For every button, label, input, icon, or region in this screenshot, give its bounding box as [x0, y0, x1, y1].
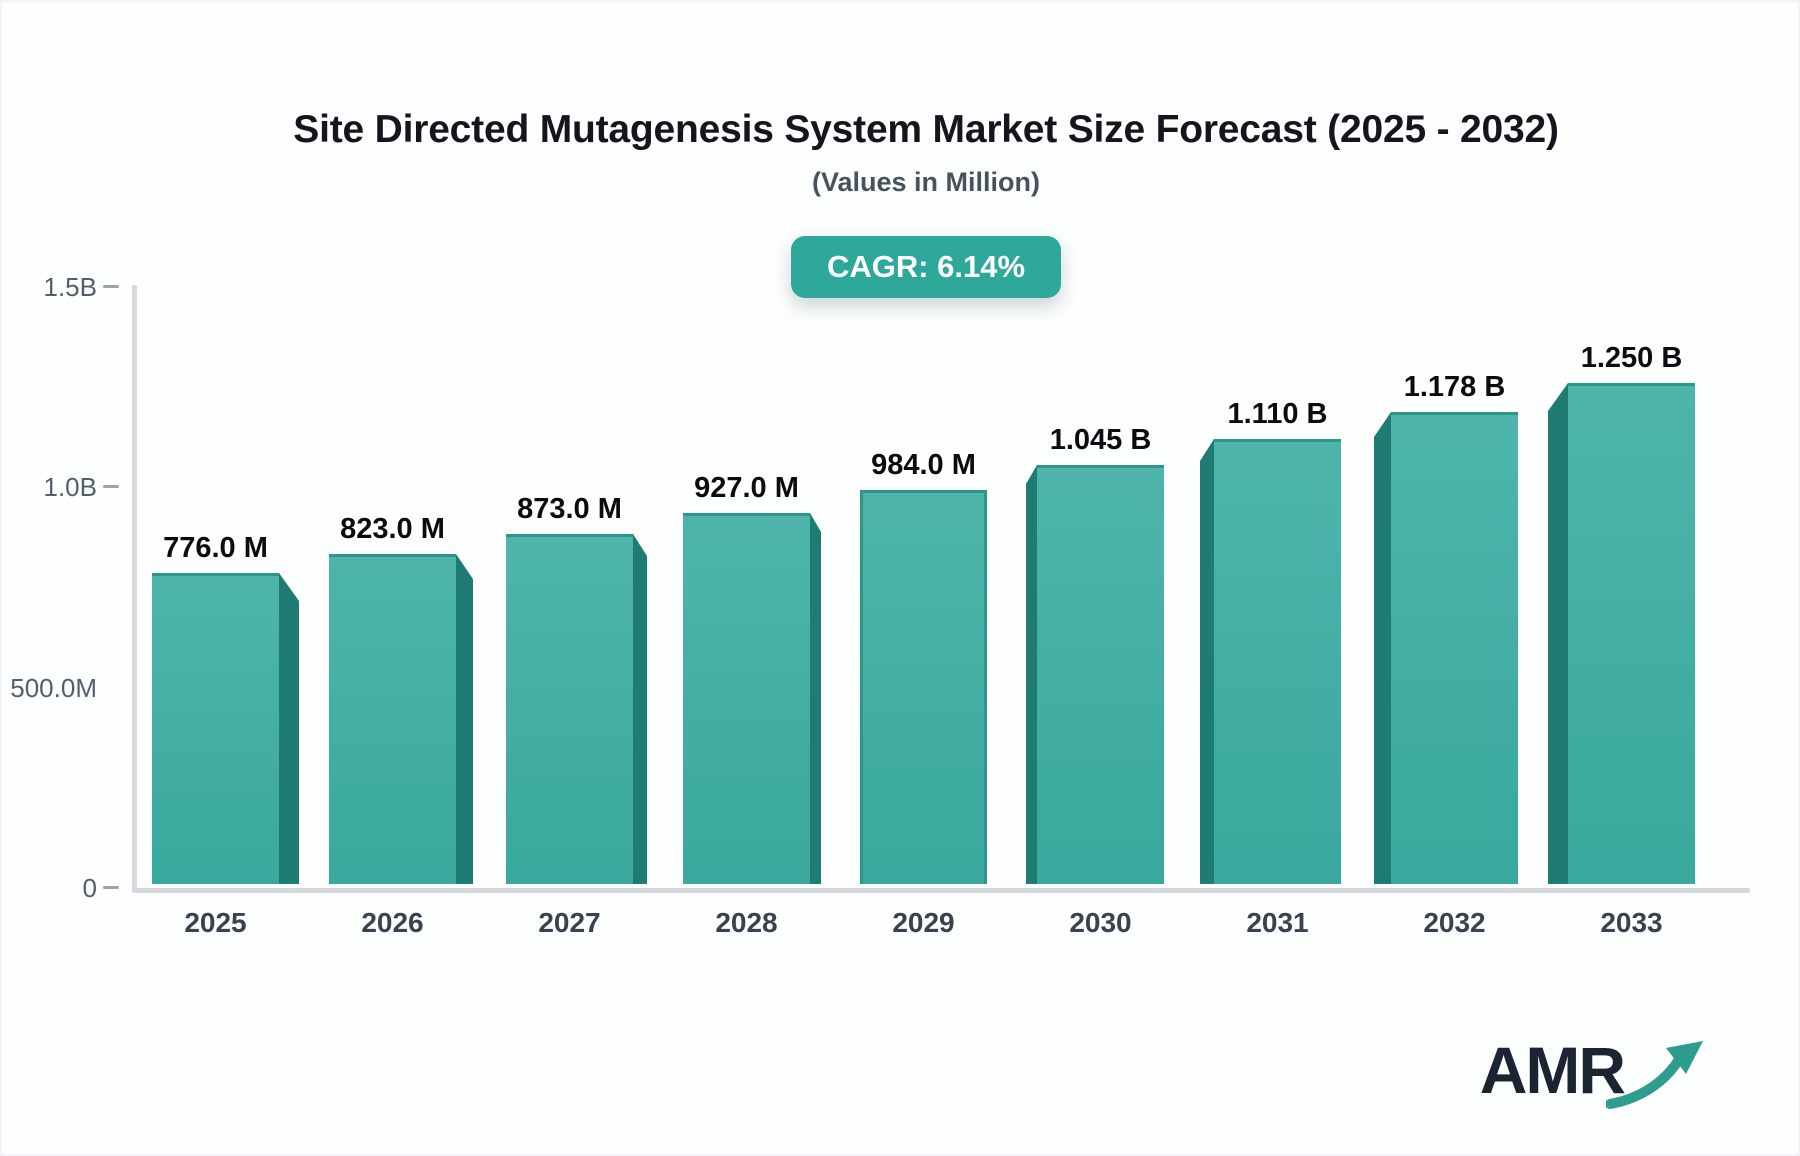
bar-side-3d [1374, 412, 1391, 884]
bar-side-3d [1200, 439, 1214, 884]
bar-value-label: 823.0 M [340, 513, 445, 545]
x-tick-label: 2027 [538, 907, 601, 938]
x-tick-label: 2025 [184, 907, 247, 938]
y-tick-mark [103, 485, 119, 489]
x-tick-label: 2028 [715, 907, 778, 938]
amr-logo: AMR [1479, 1032, 1706, 1109]
bar-value-label: 984.0 M [871, 449, 976, 481]
amr-logo-text: AMR [1479, 1033, 1626, 1107]
bar-face [1391, 412, 1518, 884]
x-tick-label: 2026 [361, 907, 424, 938]
bar-face [860, 490, 987, 884]
bar-side-3d [1548, 383, 1568, 884]
bar-value-label: 873.0 M [517, 493, 622, 525]
chart-subtitle: (Values in Million) [811, 167, 1041, 197]
bar-face [1037, 465, 1164, 884]
bar-value-label: 1.110 B [1227, 398, 1328, 430]
y-axis-line [132, 285, 137, 893]
bar-side-3d [1026, 465, 1037, 884]
x-tick-label: 2031 [1246, 907, 1309, 938]
y-tick-mark [103, 285, 119, 288]
cagr-badge: CAGR: 6.14% [790, 236, 1062, 298]
bar-face [1568, 383, 1695, 884]
x-tick-label: 2033 [1600, 907, 1663, 938]
bar-face [152, 573, 279, 884]
bar-face [683, 513, 810, 884]
bar-side-3d [456, 554, 473, 884]
bar-value-label: 1.250 B [1580, 342, 1683, 374]
chart-header: Site Directed Mutagenesis System Market … [2, 2, 1798, 298]
bar-face [329, 554, 456, 884]
y-tick-label: 1.5B [43, 272, 98, 302]
bar-face [1214, 439, 1341, 884]
bar-value-label: 1.178 B [1403, 371, 1506, 403]
y-tick-mark [103, 886, 119, 889]
growth-arrow-icon [1606, 1041, 1703, 1109]
y-tick-label: 0 [82, 873, 97, 903]
x-tick-label: 2032 [1423, 907, 1486, 938]
bar-side-3d [633, 534, 647, 884]
bar-value-label: 776.0 M [163, 532, 268, 564]
bar-value-label: 927.0 M [694, 472, 799, 504]
y-tick-label: 1.0B [43, 472, 98, 503]
bar-side-3d [279, 573, 299, 884]
bar-face [506, 534, 633, 884]
bar-side-3d [810, 513, 821, 884]
x-tick-label: 2030 [1069, 907, 1132, 938]
y-tick-label: 500.0M [10, 672, 97, 703]
chart-title: Site Directed Mutagenesis System Market … [293, 108, 1559, 151]
x-axis-line [132, 888, 1750, 893]
x-tick-label: 2029 [892, 907, 955, 938]
bar-value-label: 1.045 B [1049, 424, 1152, 456]
